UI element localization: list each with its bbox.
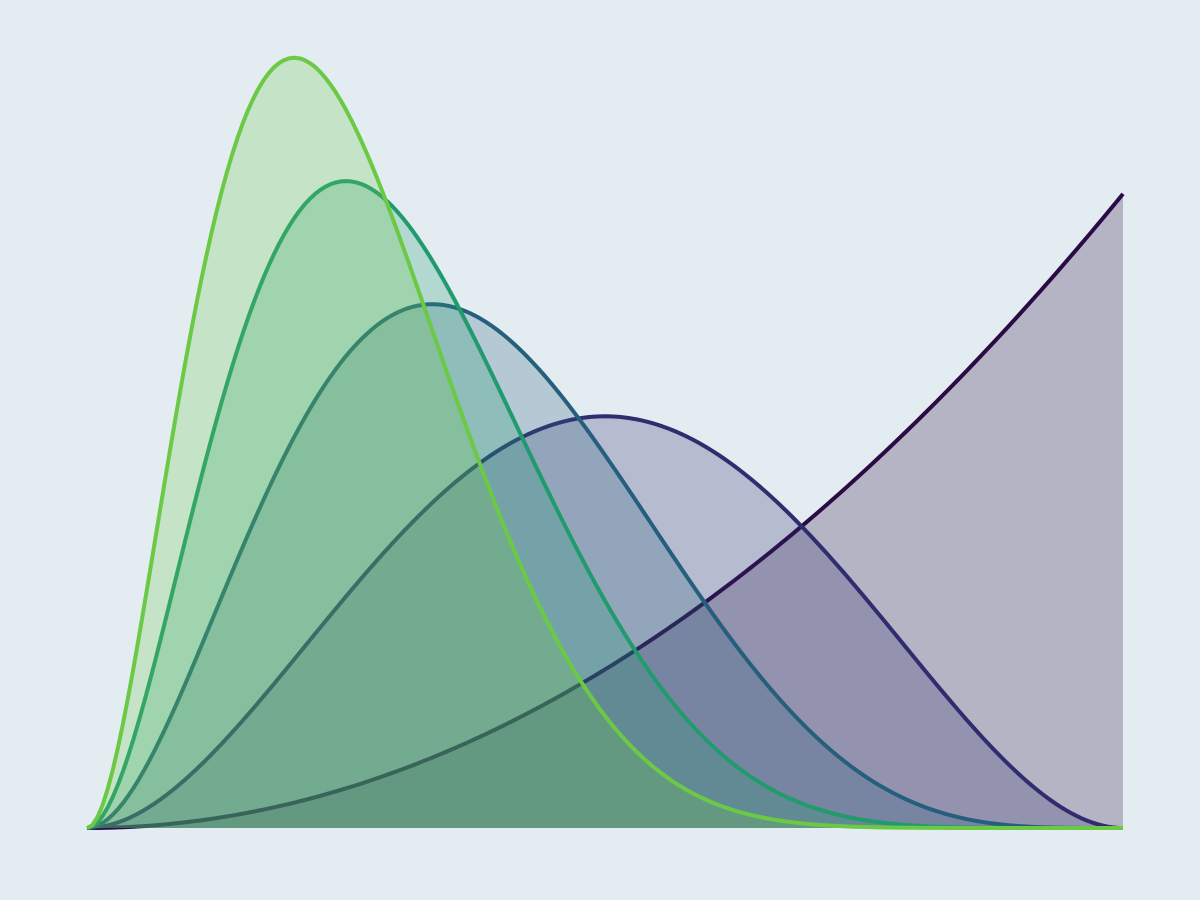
series-4-area [87, 181, 1123, 828]
series-5-line [86, 55, 1123, 830]
series-5-area [87, 57, 1123, 829]
series-3-area [87, 304, 1123, 829]
series-2-line [86, 414, 1124, 830]
series-1-area [87, 193, 1123, 828]
series-1-line [86, 192, 1125, 830]
series-3-line [86, 302, 1123, 830]
series-2-area [87, 416, 1123, 828]
plot-group [86, 55, 1125, 830]
